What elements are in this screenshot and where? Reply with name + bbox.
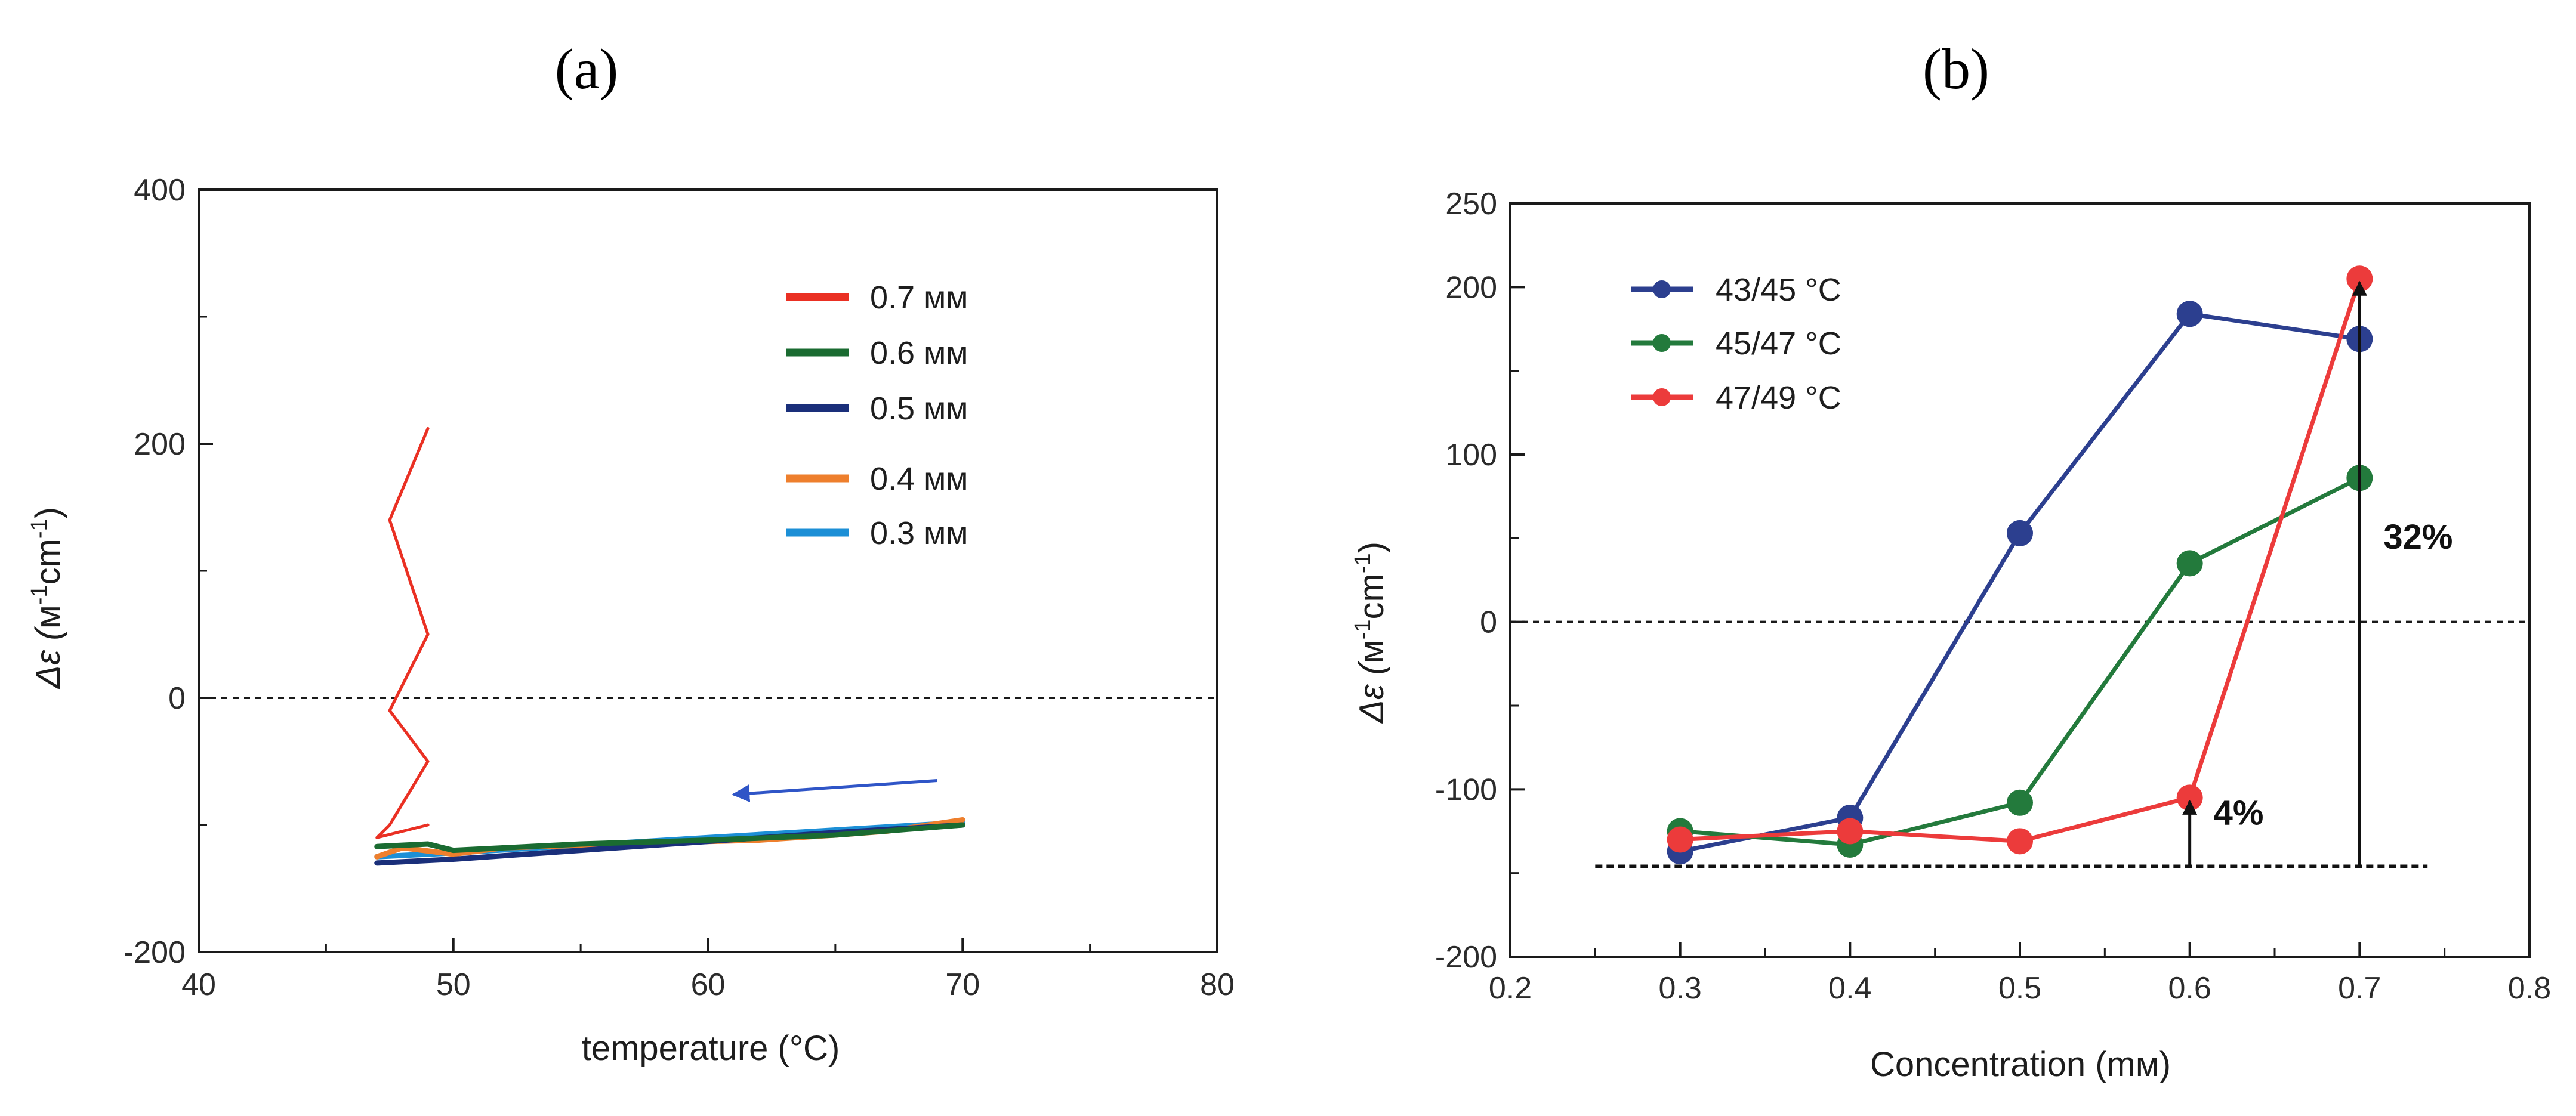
x-tick-label-b-1: 0.3 bbox=[1659, 971, 1702, 1006]
legend-label-b-1: 45/47 °C bbox=[1716, 326, 1841, 361]
annotation-label-b-0: 4% bbox=[2214, 793, 2264, 832]
x-tick-label-a-3: 70 bbox=[945, 967, 980, 1002]
x-tick-label-b-3: 0.5 bbox=[1998, 971, 2041, 1006]
legend-label-b-0: 43/45 °C bbox=[1716, 272, 1841, 308]
x-tick-label-b-0: 0.2 bbox=[1489, 971, 1532, 1006]
x-tick-label-b-4: 0.6 bbox=[2168, 971, 2211, 1006]
data-point-b-1-2 bbox=[2007, 789, 2033, 816]
legend-item-a-2: 0.5 мм bbox=[786, 391, 968, 426]
legend-label-a-0: 0.7 мм bbox=[870, 280, 968, 316]
y-tick-label-b-2: 0 bbox=[1480, 605, 1497, 640]
x-tick-label-a-4: 80 bbox=[1200, 967, 1235, 1002]
legend-marker-b-2 bbox=[1653, 388, 1671, 406]
legend-marker-b-1 bbox=[1653, 334, 1671, 352]
y-label-a-prefix: Δε ( bbox=[29, 625, 67, 690]
x-tick-label-b-5: 0.7 bbox=[2338, 971, 2381, 1006]
x-ticks-a: 40 50 60 70 80 bbox=[181, 938, 1235, 1002]
data-point-b-0-2 bbox=[2007, 520, 2033, 546]
series-line-a-1 bbox=[374, 822, 965, 854]
y-axis-label-a: Δε (м-1cm-1) bbox=[27, 507, 67, 690]
legend-label-a-2: 0.5 мм bbox=[870, 391, 968, 426]
x-ticks-b: 0.2 0.3 0.4 0.5 0.6 0.7 0.8 bbox=[1489, 942, 2551, 1006]
annotations-b: 4% 32% bbox=[2182, 280, 2452, 867]
y-label-b-prefix: Δε ( bbox=[1352, 660, 1391, 724]
y-label-b-m: м bbox=[1352, 639, 1391, 663]
y-tick-label-b-4: 200 bbox=[1445, 270, 1497, 305]
y-ticks-b: -200 -100 0 100 200 250 bbox=[1435, 187, 1525, 975]
legend-label-b-2: 47/49 °C bbox=[1716, 380, 1841, 416]
annotation-label-b-1: 32% bbox=[2383, 518, 2452, 557]
legend-label-a-3: 0.4 мм bbox=[870, 461, 968, 497]
legend-a: 0.7 мм 0.6 мм 0.5 мм 0.4 мм 0.3 мм bbox=[786, 280, 968, 551]
y-ticks-a: -200 0 200 400 bbox=[124, 173, 213, 970]
x-axis-label-b: Concentration (mм) bbox=[1870, 1045, 2171, 1084]
y-label-a-exp2: -1 bbox=[27, 518, 52, 539]
x-tick-label-a-1: 50 bbox=[436, 967, 471, 1002]
legend-item-b-2: 47/49 °C bbox=[1631, 380, 1841, 416]
data-point-b-0-3 bbox=[2176, 301, 2203, 327]
x-tick-label-a-2: 60 bbox=[691, 967, 726, 1002]
y-tick-label-a-3: 400 bbox=[134, 173, 186, 208]
panel-b-label: (b) bbox=[1923, 37, 1989, 101]
y-tick-label-a-1: 0 bbox=[168, 681, 186, 716]
series-group-b bbox=[1667, 265, 2373, 865]
direction-arrow bbox=[732, 778, 937, 802]
y-tick-label-b-5: 250 bbox=[1445, 187, 1497, 221]
y-tick-label-a-2: 200 bbox=[134, 427, 186, 462]
y-tick-label-b-0: -200 bbox=[1435, 940, 1497, 975]
x-tick-label-b-6: 0.8 bbox=[2508, 971, 2551, 1006]
y-label-a-m: м bbox=[29, 605, 67, 629]
y-label-b-exp2: -1 bbox=[1350, 553, 1375, 573]
y-axis-label-b: Δε (м-1cm-1) bbox=[1350, 542, 1391, 724]
y-tick-label-b-3: 100 bbox=[1445, 438, 1497, 472]
legend-item-a-3: 0.4 мм bbox=[786, 461, 968, 497]
series-line-b-2 bbox=[1680, 278, 2362, 843]
x-tick-label-b-2: 0.4 bbox=[1828, 971, 1871, 1006]
data-point-b-2-1 bbox=[1837, 818, 1864, 845]
legend-label-a-4: 0.3 мм bbox=[870, 515, 968, 551]
data-point-b-2-2 bbox=[2007, 828, 2033, 855]
legend-marker-b-0 bbox=[1653, 280, 1671, 298]
data-point-b-2-0 bbox=[1667, 826, 1693, 853]
y-label-b-suffix: ) bbox=[1352, 542, 1391, 553]
panel-a: (a) -200 0 200 400 40 50 60 70 80 0.7 мм 0.6 мм… bbox=[27, 37, 1235, 1068]
y-label-a-cm: cm bbox=[29, 539, 67, 585]
x-axis-label-a: temperature (°C) bbox=[582, 1029, 840, 1068]
legend-item-a-1: 0.6 мм bbox=[786, 335, 968, 371]
y-tick-label-b-1: -100 bbox=[1435, 772, 1497, 807]
panel-a-label: (a) bbox=[555, 37, 619, 101]
legend-b: 43/45 °C 45/47 °C 47/49 °C bbox=[1631, 272, 1841, 416]
y-label-a-exp1: -1 bbox=[27, 585, 52, 605]
series-line-a-0 bbox=[375, 426, 430, 839]
legend-item-b-1: 45/47 °C bbox=[1631, 326, 1841, 361]
y-label-b-cm: cm bbox=[1352, 573, 1391, 619]
series-group-a bbox=[374, 426, 965, 866]
data-point-b-1-3 bbox=[2176, 550, 2203, 577]
legend-label-a-1: 0.6 мм bbox=[870, 335, 968, 371]
legend-item-b-0: 43/45 °C bbox=[1631, 272, 1841, 308]
y-label-b-exp1: -1 bbox=[1350, 619, 1375, 639]
y-label-a-suffix: ) bbox=[29, 507, 67, 518]
y-tick-label-a-0: -200 bbox=[124, 935, 186, 970]
legend-item-a-4: 0.3 мм bbox=[786, 515, 968, 551]
x-tick-label-a-0: 40 bbox=[181, 967, 216, 1002]
legend-item-a-0: 0.7 мм bbox=[786, 280, 968, 316]
